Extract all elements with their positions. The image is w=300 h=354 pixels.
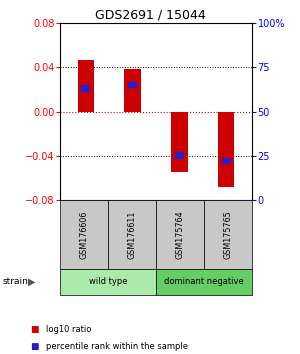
Text: GDS2691 / 15044: GDS2691 / 15044: [94, 9, 206, 22]
Text: ▶: ▶: [28, 277, 35, 287]
Text: ■: ■: [30, 325, 38, 334]
Text: GSM175765: GSM175765: [224, 210, 232, 259]
Text: percentile rank within the sample: percentile rank within the sample: [46, 342, 188, 351]
Bar: [78, 59, 94, 112]
Text: dominant negative: dominant negative: [164, 277, 244, 286]
Bar: [171, 112, 188, 172]
Text: wild type: wild type: [89, 277, 127, 286]
Bar: [175, 153, 184, 159]
Text: GSM176611: GSM176611: [128, 210, 136, 259]
Bar: [128, 82, 137, 88]
Bar: [124, 69, 141, 112]
Bar: [218, 112, 234, 187]
Bar: [222, 158, 231, 164]
Text: log10 ratio: log10 ratio: [46, 325, 92, 334]
Bar: [81, 85, 90, 92]
Text: GSM176606: GSM176606: [80, 210, 88, 259]
Text: ■: ■: [30, 342, 38, 351]
Text: GSM175764: GSM175764: [176, 210, 184, 259]
Text: strain: strain: [3, 277, 29, 286]
